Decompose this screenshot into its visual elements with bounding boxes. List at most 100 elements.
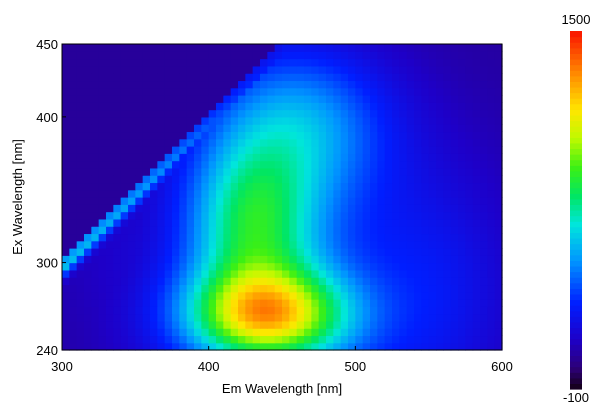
heatmap-cell xyxy=(84,255,92,264)
heatmap-cell xyxy=(450,146,459,154)
heatmap-cell xyxy=(223,262,232,271)
heatmap-cell xyxy=(84,80,92,89)
heatmap-cell xyxy=(421,320,430,329)
heatmap-cell xyxy=(282,182,290,191)
heatmap-cell xyxy=(289,189,298,198)
heatmap-cell xyxy=(98,313,107,322)
colorbar-segment xyxy=(570,193,582,200)
heatmap-cell xyxy=(98,167,107,176)
heatmap-cell xyxy=(326,248,334,256)
heatmap-cell xyxy=(267,255,276,264)
heatmap-cell xyxy=(377,44,386,52)
heatmap-cell xyxy=(326,95,334,103)
heatmap-cell xyxy=(384,44,393,52)
heatmap-cell xyxy=(201,87,210,96)
heatmap-cell xyxy=(164,116,173,125)
heatmap-cell xyxy=(208,153,217,162)
heatmap-cell xyxy=(333,109,342,118)
heatmap-cell xyxy=(355,160,364,169)
heatmap-cell xyxy=(289,65,298,74)
heatmap-cell xyxy=(201,197,210,205)
heatmap-cell xyxy=(480,335,488,344)
heatmap-cell xyxy=(436,240,444,249)
heatmap-cell xyxy=(120,175,129,184)
heatmap-cell xyxy=(318,320,327,329)
heatmap-cell xyxy=(377,197,386,205)
heatmap-cell xyxy=(186,138,195,147)
heatmap-cell xyxy=(340,189,349,198)
heatmap-cell xyxy=(480,299,488,307)
heatmap-cell xyxy=(91,313,100,322)
heatmap-cell xyxy=(157,255,166,264)
heatmap-cell xyxy=(216,313,224,322)
heatmap-cell xyxy=(186,153,195,162)
heatmap-cell xyxy=(230,160,239,169)
heatmap-cell xyxy=(62,291,70,300)
heatmap-cell xyxy=(216,51,224,60)
heatmap-cell xyxy=(326,131,334,140)
heatmap-cell xyxy=(326,44,334,52)
heatmap-cell xyxy=(318,313,327,322)
heatmap-cell xyxy=(472,175,481,184)
heatmap-cell xyxy=(216,109,224,118)
heatmap-cell xyxy=(186,306,195,315)
heatmap-cell xyxy=(399,299,408,307)
heatmap-cell xyxy=(135,182,144,191)
heatmap-cell xyxy=(135,167,144,176)
heatmap-cell xyxy=(135,328,144,337)
heatmap-cell xyxy=(340,291,349,300)
heatmap-cell xyxy=(326,51,334,60)
heatmap-cell xyxy=(76,175,85,184)
heatmap-cell xyxy=(252,138,261,147)
heatmap-cell xyxy=(333,131,342,140)
colorbar xyxy=(570,31,582,390)
heatmap-cell xyxy=(274,160,283,169)
heatmap-cell xyxy=(384,197,393,205)
heatmap-cell xyxy=(230,262,239,271)
heatmap-cell xyxy=(106,182,114,191)
heatmap-cell xyxy=(414,146,422,154)
heatmap-cell xyxy=(414,44,422,52)
heatmap-cell xyxy=(370,204,378,213)
heatmap-cell xyxy=(377,284,386,293)
heatmap-cell xyxy=(142,109,151,118)
heatmap-cell xyxy=(142,240,151,249)
heatmap-cell xyxy=(62,284,70,293)
heatmap-cell xyxy=(399,320,408,329)
heatmap-cell xyxy=(245,284,254,293)
heatmap-cell xyxy=(289,284,298,293)
heatmap-cell xyxy=(480,328,488,337)
heatmap-cell xyxy=(340,328,349,337)
heatmap-cell xyxy=(494,262,503,271)
heatmap-cell xyxy=(311,299,320,307)
heatmap-cell xyxy=(69,204,78,213)
heatmap-cell xyxy=(113,277,122,286)
heatmap-cell xyxy=(340,87,349,96)
heatmap-cell xyxy=(194,313,202,322)
heatmap-cell xyxy=(135,306,144,315)
heatmap-cell xyxy=(436,167,444,176)
heatmap-cell xyxy=(91,189,100,198)
heatmap-cell xyxy=(333,95,342,103)
heatmap-cell xyxy=(274,226,283,235)
heatmap-cell xyxy=(399,248,408,256)
heatmap-cell xyxy=(179,87,188,96)
heatmap-cell xyxy=(194,342,202,351)
heatmap-cell xyxy=(472,299,481,307)
heatmap-cell xyxy=(384,262,393,271)
heatmap-cell xyxy=(98,146,107,154)
heatmap-cell xyxy=(150,51,158,60)
heatmap-cell xyxy=(318,306,327,315)
heatmap-cell xyxy=(399,167,408,176)
heatmap-cell xyxy=(186,87,195,96)
heatmap-cell xyxy=(230,233,239,242)
heatmap-cell xyxy=(113,58,122,67)
heatmap-cell xyxy=(362,255,371,264)
heatmap-cell xyxy=(201,248,210,256)
heatmap-cell xyxy=(113,146,122,154)
heatmap-cell xyxy=(128,233,136,242)
heatmap-cell xyxy=(355,284,364,293)
heatmap-cell xyxy=(186,320,195,329)
heatmap-cell xyxy=(120,204,129,213)
heatmap-cell xyxy=(494,175,503,184)
